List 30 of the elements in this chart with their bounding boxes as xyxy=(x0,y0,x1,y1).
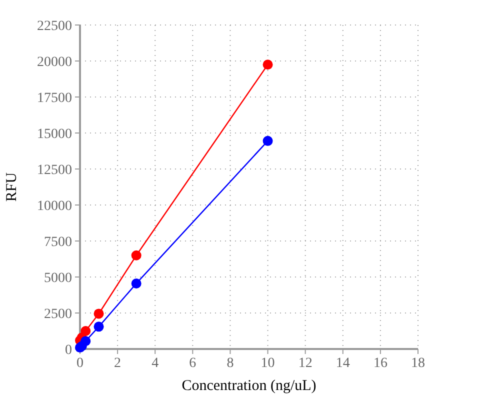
point xyxy=(262,136,273,146)
x-tick-label: 16 xyxy=(373,356,388,371)
x-tick-label: 8 xyxy=(226,356,234,371)
x-tick-label: 10 xyxy=(260,356,275,371)
x-tick-label: 18 xyxy=(411,356,425,371)
point xyxy=(131,250,142,260)
x-tick-label: 4 xyxy=(152,356,159,371)
y-tick-label: 5000 xyxy=(44,270,72,286)
y-tick-label: 2500 xyxy=(44,306,72,322)
y-tick-label: 15000 xyxy=(37,126,72,142)
x-axis-title: Concentration (ng/uL) xyxy=(182,378,316,394)
point xyxy=(80,336,91,346)
x-tick-label: 12 xyxy=(298,356,312,371)
y-tick-label: 20000 xyxy=(37,54,72,70)
point xyxy=(131,278,142,288)
x-tick-label: 2 xyxy=(114,356,122,371)
y-tick-label: 12500 xyxy=(37,162,72,178)
x-tick-label: 14 xyxy=(336,356,350,371)
y-tick-label: 17500 xyxy=(37,90,72,106)
point xyxy=(80,326,91,336)
x-tick-label: 6 xyxy=(189,356,196,371)
y-tick-label: 22500 xyxy=(37,18,72,34)
point xyxy=(94,308,104,319)
y-tick-label: 0 xyxy=(65,342,72,358)
y-axis-title: RFU xyxy=(4,172,20,202)
y-tick-label: 7500 xyxy=(44,234,72,250)
x-tick-label: 0 xyxy=(76,356,84,371)
point xyxy=(262,60,273,70)
y-tick-label: 10000 xyxy=(37,198,72,214)
point xyxy=(94,322,104,332)
